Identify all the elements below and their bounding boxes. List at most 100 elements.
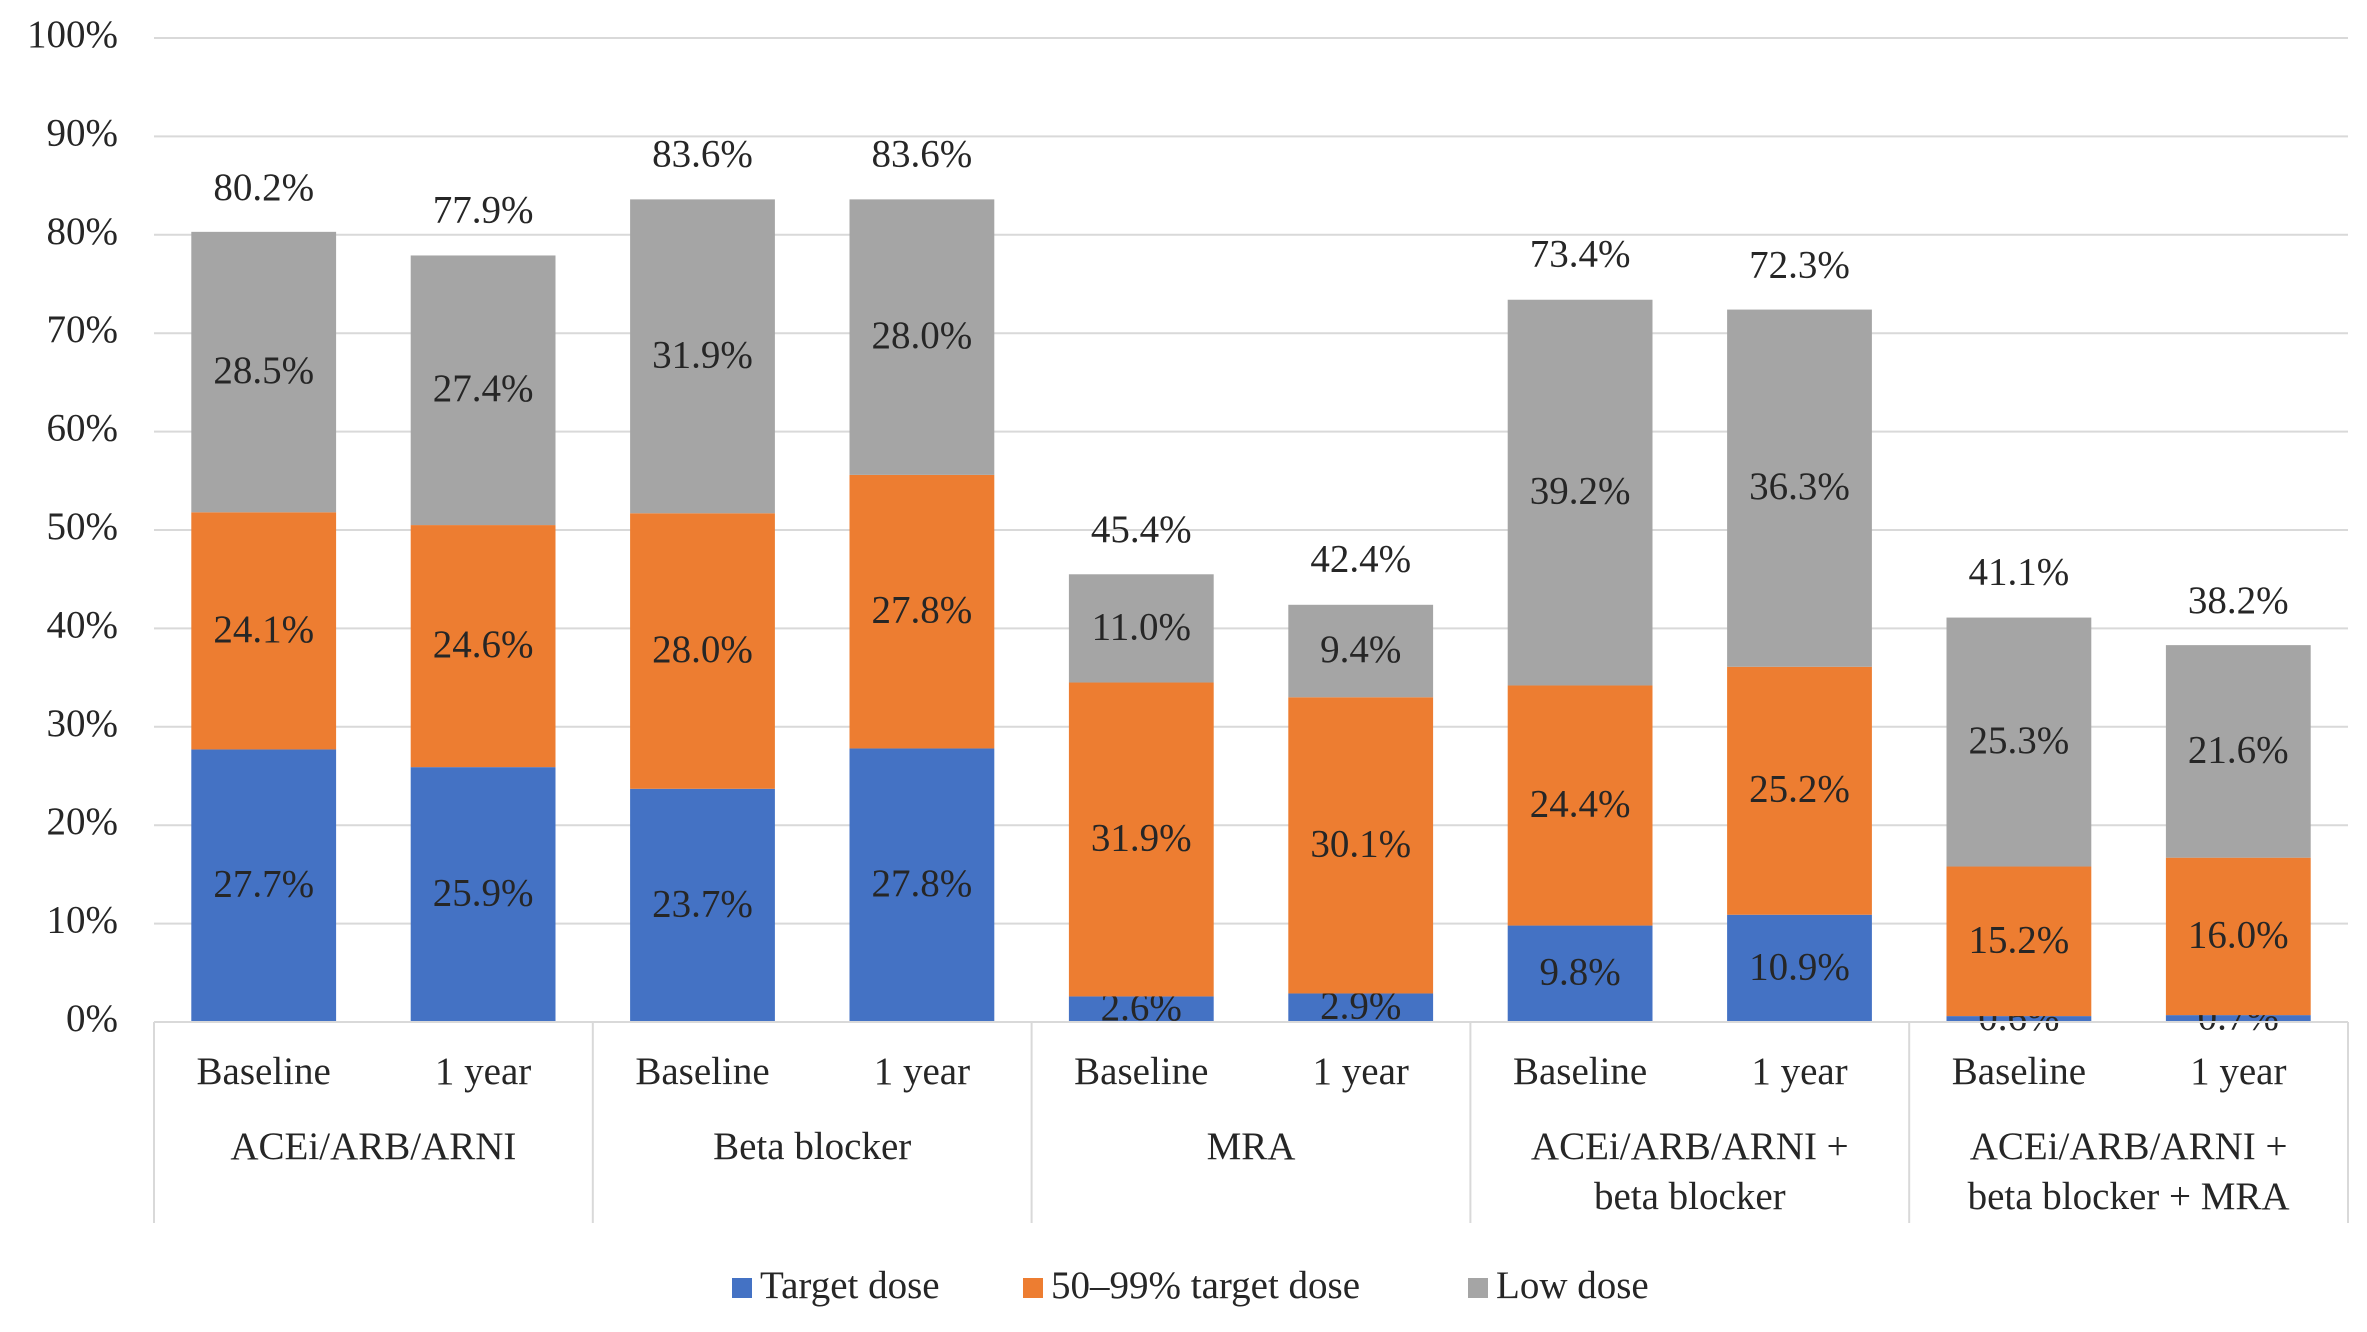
total-label: 83.6%	[652, 132, 753, 175]
total-label: 77.9%	[433, 188, 534, 231]
group-label: Beta blocker	[713, 1125, 911, 1168]
bar-segment	[1946, 1016, 2092, 1022]
bar-segment	[1288, 697, 1434, 994]
bar-segment	[2165, 1015, 2311, 1022]
data-label: 31.9%	[652, 333, 753, 376]
data-label: 25.9%	[433, 872, 534, 915]
data-label: 15.2%	[1969, 918, 2070, 961]
total-label: 72.3%	[1749, 244, 1850, 287]
bar-segment	[1068, 574, 1214, 683]
data-label: 28.5%	[213, 349, 314, 392]
bar-segment	[2165, 645, 2311, 858]
bar-segment	[630, 199, 775, 514]
bar-segment	[1068, 996, 1214, 1022]
legend-label: Low dose	[1496, 1264, 1649, 1307]
legend-label: Target dose	[760, 1264, 940, 1307]
y-tick-label: 20%	[47, 800, 119, 843]
x-tick-label: Baseline	[1074, 1050, 1208, 1093]
legend-swatch	[1468, 1278, 1488, 1298]
legend-label: 50–99% target dose	[1051, 1264, 1360, 1307]
bar-segment	[191, 231, 337, 513]
group-label: MRA	[1207, 1125, 1296, 1168]
data-label: 27.7%	[213, 863, 314, 906]
bar-segment	[1727, 914, 1872, 1022]
y-tick-label: 0%	[66, 997, 118, 1040]
group-label: ACEi/ARB/ARNI +	[1531, 1125, 1849, 1168]
data-label: 10.9%	[1749, 945, 1850, 988]
y-tick-label: 90%	[47, 111, 119, 154]
bar-segment	[1946, 617, 2092, 867]
bar-segment	[1288, 993, 1434, 1022]
x-tick-label: 1 year	[2190, 1050, 2286, 1093]
data-label: 27.8%	[872, 589, 973, 632]
x-tick-label: 1 year	[874, 1050, 970, 1093]
data-label: 25.3%	[1969, 719, 2070, 762]
bar-segment	[410, 255, 556, 526]
bar-segment	[1507, 925, 1653, 1022]
bar-segment	[410, 767, 556, 1022]
y-tick-label: 70%	[47, 308, 119, 351]
bar-segment	[410, 525, 556, 768]
data-label: 23.7%	[652, 882, 753, 925]
y-tick-label: 50%	[47, 505, 119, 548]
data-label: 9.4%	[1320, 628, 1401, 671]
total-label: 41.1%	[1969, 551, 2070, 594]
bar-segment	[630, 513, 775, 789]
y-tick-label: 40%	[47, 603, 119, 646]
bar-segment	[849, 474, 995, 749]
group-label: ACEi/ARB/ARNI +	[1970, 1125, 2288, 1168]
total-label: 45.4%	[1091, 508, 1192, 551]
legend-swatch	[732, 1278, 752, 1298]
x-tick-label: Baseline	[635, 1050, 769, 1093]
total-label: 42.4%	[1310, 538, 1411, 581]
total-label: 80.2%	[213, 166, 314, 209]
bar-segment	[1946, 866, 2092, 1017]
y-tick-label: 100%	[27, 13, 118, 56]
bar-segment	[1288, 604, 1434, 698]
y-tick-label: 10%	[47, 899, 119, 942]
bar-segment	[1507, 299, 1653, 686]
bar-segment	[1727, 309, 1872, 667]
x-tick-label: 1 year	[1313, 1050, 1409, 1093]
y-tick-label: 60%	[47, 407, 119, 450]
data-label: 36.3%	[1749, 465, 1850, 508]
total-label: 38.2%	[2188, 579, 2289, 622]
bar-segment	[849, 748, 995, 1022]
y-tick-label: 30%	[47, 702, 119, 745]
bar-segment	[1507, 685, 1653, 926]
x-tick-label: Baseline	[197, 1050, 331, 1093]
data-label: 11.0%	[1092, 605, 1191, 648]
data-label: 21.6%	[2188, 728, 2289, 771]
x-tick-label: 1 year	[435, 1050, 531, 1093]
group-label: beta blocker + MRA	[1968, 1175, 2290, 1218]
total-label: 83.6%	[872, 132, 973, 175]
data-label: 28.0%	[652, 628, 753, 671]
data-label: 27.4%	[433, 367, 534, 410]
x-tick-label: Baseline	[1952, 1050, 2086, 1093]
bar-segment	[849, 199, 995, 475]
data-label: 16.0%	[2188, 913, 2289, 956]
bar-segment	[191, 512, 337, 750]
data-label: 24.4%	[1530, 782, 1631, 825]
data-label: 39.2%	[1530, 470, 1631, 513]
y-tick-label: 80%	[47, 210, 119, 253]
data-label: 31.9%	[1091, 816, 1192, 859]
legend-swatch	[1023, 1278, 1043, 1298]
total-label: 73.4%	[1530, 233, 1631, 276]
x-tick-label: Baseline	[1513, 1050, 1647, 1093]
x-tick-label: 1 year	[1751, 1050, 1847, 1093]
group-label: ACEi/ARB/ARNI	[230, 1125, 516, 1168]
bar-segment	[191, 749, 337, 1022]
data-label: 30.1%	[1310, 822, 1411, 865]
data-label: 27.8%	[872, 862, 973, 905]
data-label: 28.0%	[872, 314, 973, 357]
data-label: 9.8%	[1539, 951, 1620, 994]
bar-segment	[630, 788, 775, 1022]
data-label: 25.2%	[1749, 768, 1850, 811]
bar-segment	[2165, 857, 2311, 1016]
bar-segment	[1068, 682, 1214, 997]
data-label: 24.1%	[213, 608, 314, 651]
bar-segment	[1727, 666, 1872, 915]
data-label: 24.6%	[433, 623, 534, 666]
